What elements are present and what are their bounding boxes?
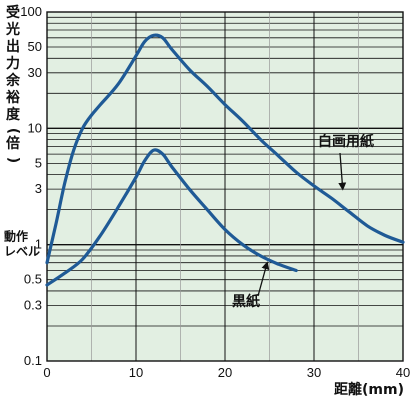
annotation-black-paper-arrow	[257, 261, 270, 297]
annotation-black-paper: 黒紙	[232, 293, 260, 310]
annotation-white-paper: 白画用紙	[318, 133, 374, 150]
y-axis-label-char: 裕	[5, 89, 20, 106]
x-tick-label: 30	[307, 365, 321, 380]
x-tick-labels: 0 10 20 30 40	[43, 365, 410, 380]
y-tick-label: 3	[35, 181, 42, 196]
y-tick-label: 0.1	[24, 353, 42, 368]
y-axis-label-char: (	[5, 128, 21, 134]
y-axis-label-char: 余	[5, 72, 21, 89]
annotation-white-paper-arrow	[338, 152, 347, 191]
x-tick-label: 20	[218, 365, 232, 380]
y-tick-label: 10	[28, 120, 42, 135]
y-tick-label: 100	[20, 4, 42, 19]
y-tick-label: 30	[28, 65, 42, 80]
y-tick-label: 1	[35, 237, 42, 252]
y-axis-label-char: 光	[5, 21, 20, 38]
y-tick-label: 0.5	[24, 272, 42, 287]
plot-frame	[46, 11, 404, 362]
y-tick-labels: 0.1 0.3 0.5 1 3 5 10 30 50 100	[20, 4, 42, 368]
y-tick-label: 50	[28, 39, 42, 54]
y-tick-label: 5	[35, 155, 42, 170]
y-axis-label-char: 倍	[6, 135, 20, 152]
y-axis-label-char: )	[5, 157, 21, 163]
y-axis-label-char: 度	[6, 106, 21, 123]
operating-level-label-line: 動作	[4, 229, 28, 244]
series-white-paper-line	[45, 33, 405, 265]
series-black-paper-line	[45, 148, 298, 287]
y-tick-label: 0.3	[24, 297, 42, 312]
x-tick-label: 10	[129, 365, 143, 380]
series-group	[45, 33, 405, 287]
x-axis-label: 距離(mm)	[334, 381, 404, 398]
plot-border	[46, 11, 404, 362]
x-tick-label: 0	[43, 365, 50, 380]
y-axis-label-char: 出	[6, 38, 20, 55]
x-tick-label: 40	[396, 365, 410, 380]
operating-level-label-line: レベル	[4, 245, 40, 259]
y-axis-label-char: 受	[6, 4, 20, 21]
y-axis-label-char: 力	[6, 55, 20, 72]
